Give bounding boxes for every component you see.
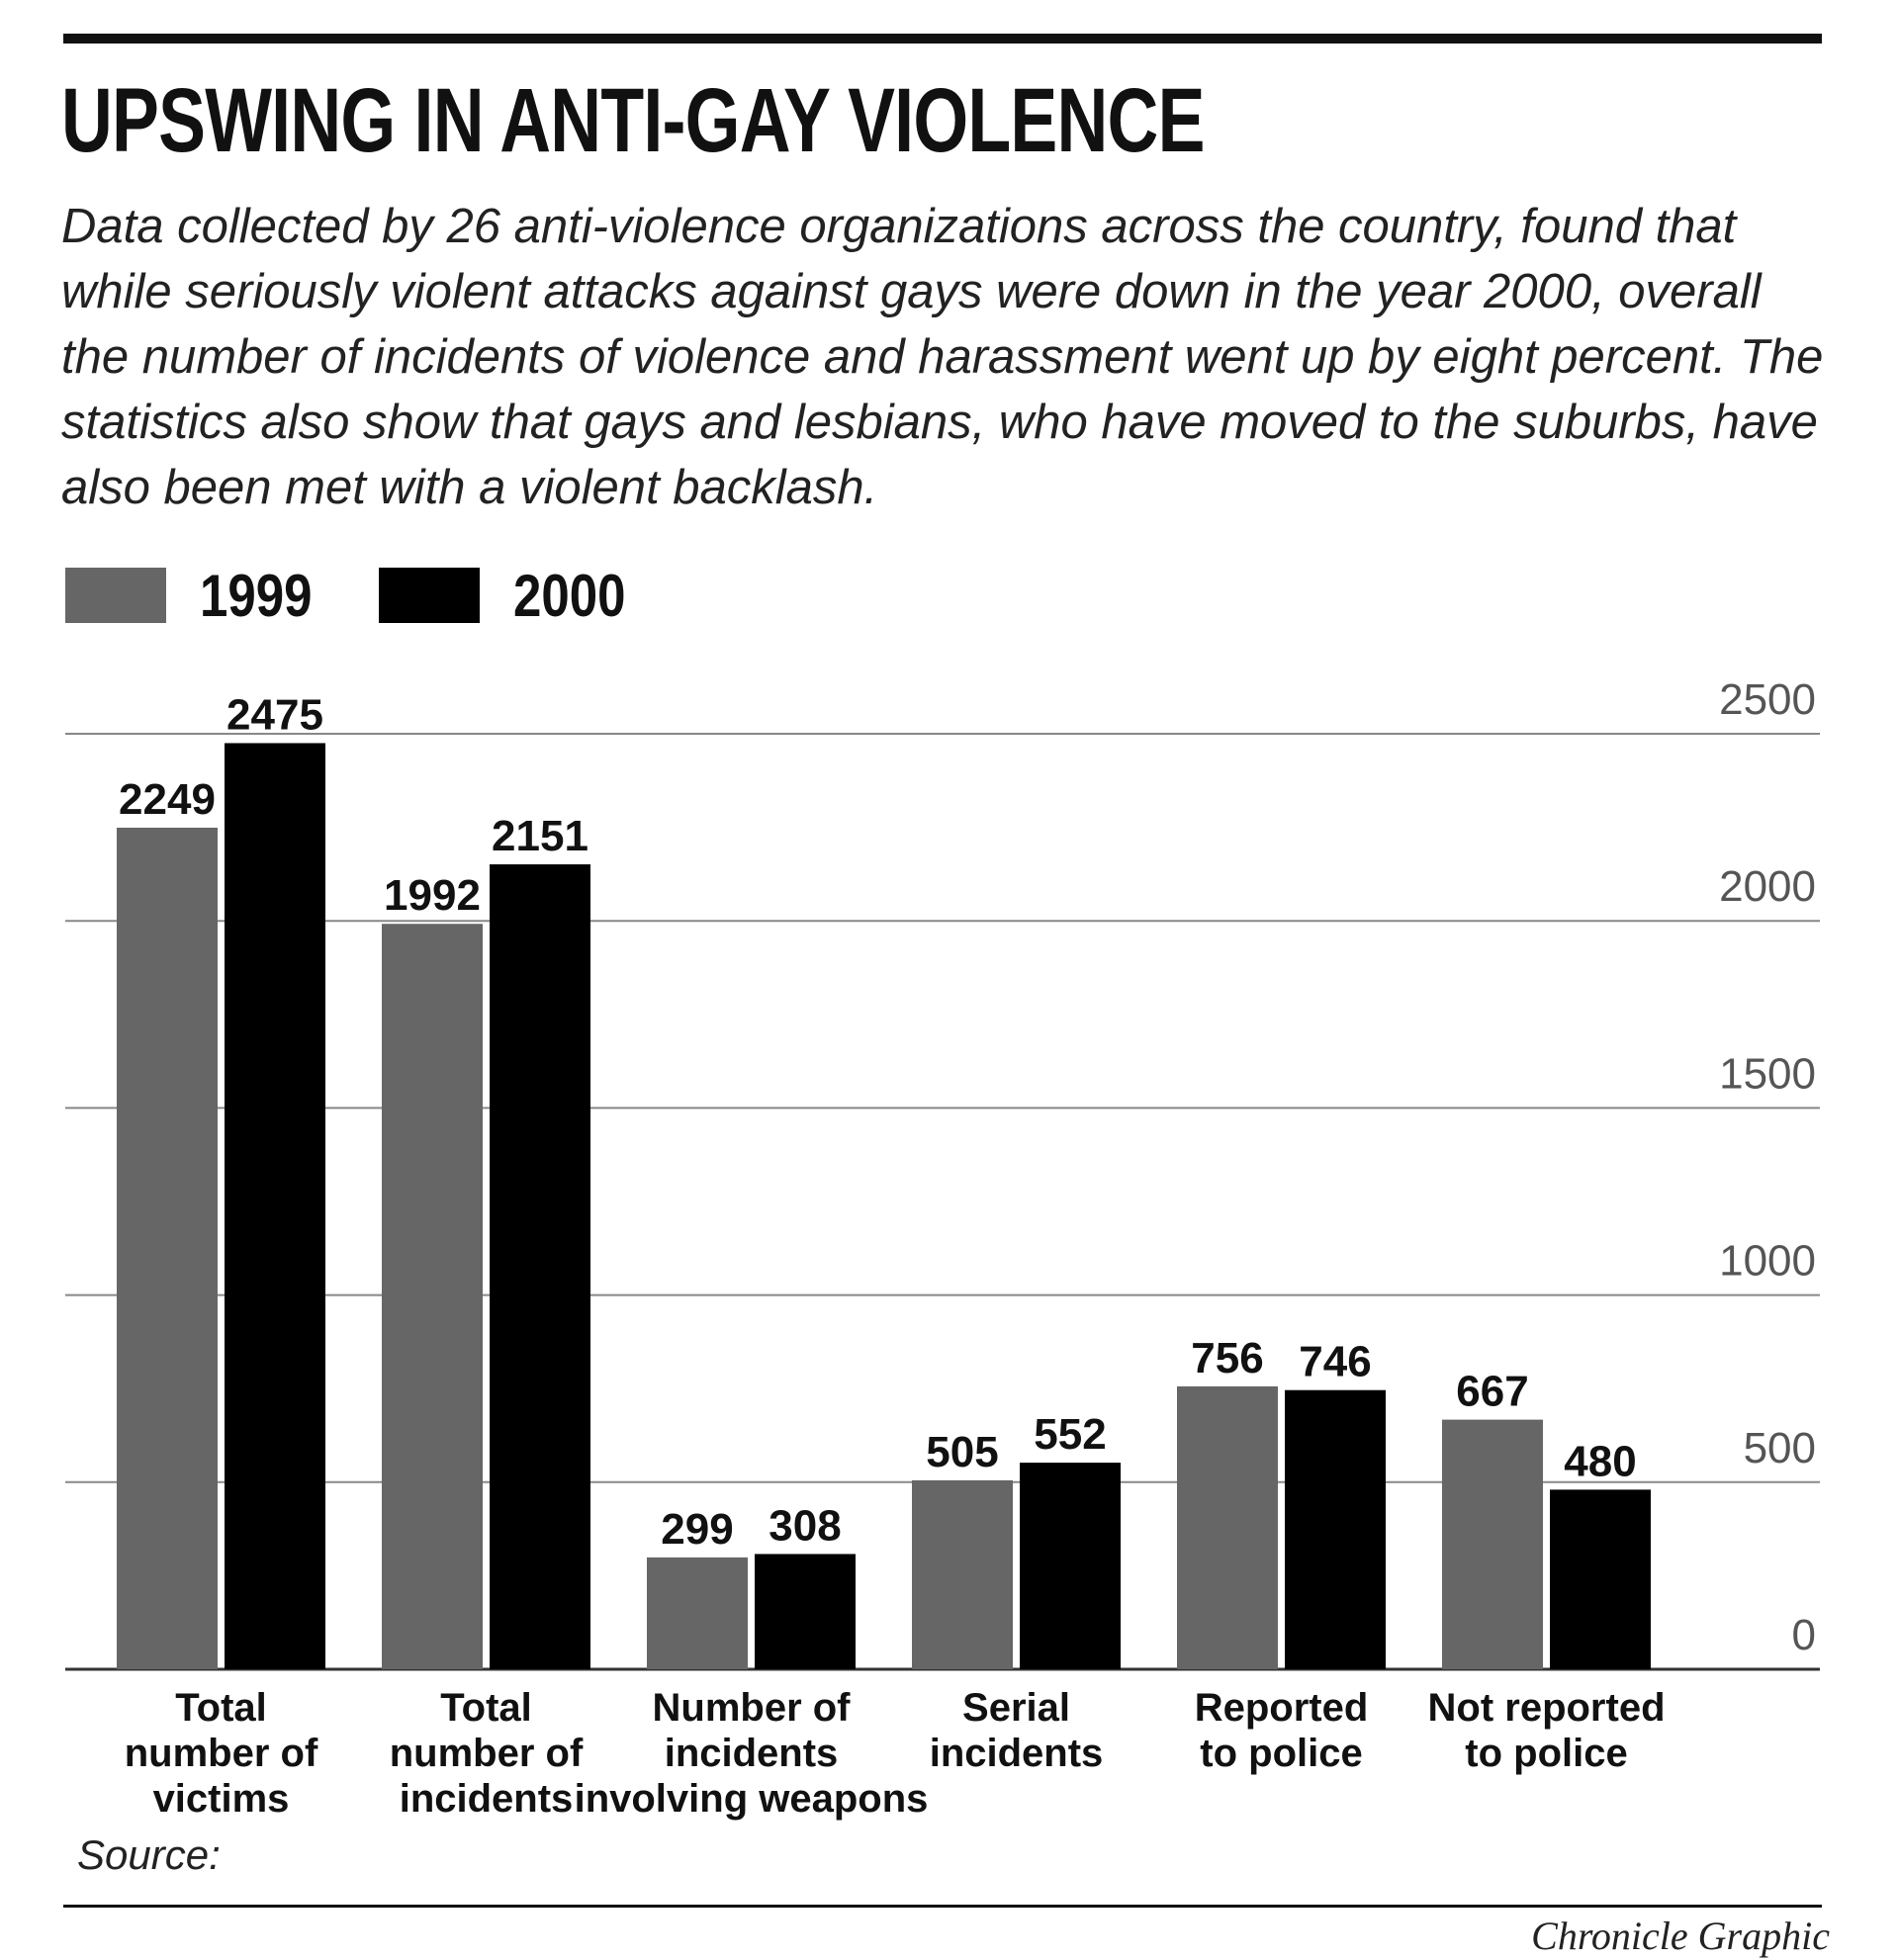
bar-chart: 0500100015002000250022492475Totalnumber … bbox=[65, 675, 1820, 1821]
bar-1999-0 bbox=[117, 827, 218, 1669]
y-tick-label-2000: 2000 bbox=[1719, 862, 1816, 911]
category-label-5-line-1: to police bbox=[1465, 1732, 1627, 1775]
category-label-0-line-1: number of bbox=[125, 1732, 318, 1775]
legend: 1999 2000 bbox=[65, 563, 693, 629]
category-label-4-line-1: to police bbox=[1200, 1732, 1362, 1775]
legend-item-1999: 1999 bbox=[65, 562, 331, 630]
bottom-rule bbox=[63, 1905, 1822, 1908]
legend-swatch-2000 bbox=[379, 568, 481, 623]
category-label-3-line-0: Serial bbox=[962, 1686, 1070, 1730]
category-label-1-line-1: number of bbox=[390, 1732, 584, 1775]
value-label-1999-5: 667 bbox=[1456, 1368, 1528, 1416]
source-note: Source: bbox=[77, 1831, 221, 1878]
value-label-1999-3: 505 bbox=[926, 1428, 998, 1476]
category-label-1-line-0: Total bbox=[440, 1686, 532, 1730]
category-label-2-line-1: incidents bbox=[665, 1732, 839, 1775]
value-label-1999-4: 756 bbox=[1191, 1334, 1263, 1382]
y-tick-label-1500: 1500 bbox=[1719, 1049, 1816, 1098]
bar-2000-4 bbox=[1285, 1389, 1386, 1669]
category-label-2-line-2: involving weapons bbox=[575, 1777, 929, 1821]
value-label-2000-0: 2475 bbox=[226, 690, 323, 739]
bar-2000-1 bbox=[490, 864, 590, 1669]
chart-subtitle: Data collected by 26 anti-violence organ… bbox=[61, 200, 1824, 514]
category-label-3-line-1: incidents bbox=[930, 1732, 1104, 1775]
category-label-2-line-0: Number of bbox=[653, 1686, 852, 1730]
bar-1999-5 bbox=[1442, 1419, 1543, 1669]
legend-swatch-1999 bbox=[65, 568, 166, 623]
category-label-0-line-2: victims bbox=[153, 1777, 290, 1821]
bar-2000-5 bbox=[1550, 1489, 1651, 1669]
value-label-2000-4: 746 bbox=[1299, 1338, 1371, 1386]
y-tick-label-1000: 1000 bbox=[1719, 1237, 1816, 1286]
value-label-1999-1: 1992 bbox=[384, 871, 481, 920]
bar-1999-2 bbox=[647, 1557, 748, 1669]
bar-1999-4 bbox=[1177, 1385, 1278, 1669]
category-label-0-line-0: Total bbox=[175, 1686, 267, 1730]
value-label-1999-2: 299 bbox=[661, 1505, 733, 1554]
category-label-5-line-0: Not reported bbox=[1428, 1686, 1666, 1730]
y-tick-label-2500: 2500 bbox=[1719, 675, 1816, 724]
credit: Chronicle Graphic bbox=[1531, 1914, 1830, 1958]
bar-1999-3 bbox=[912, 1479, 1013, 1669]
legend-item-2000: 2000 bbox=[379, 562, 645, 630]
chart-title: UPSWING IN ANTI-GAY VIOLENCE bbox=[61, 70, 1205, 171]
y-tick-label-0: 0 bbox=[1792, 1611, 1816, 1659]
legend-label-2000: 2000 bbox=[513, 562, 626, 629]
legend-label-1999: 1999 bbox=[200, 562, 313, 629]
y-tick-label-500: 500 bbox=[1744, 1424, 1816, 1472]
category-label-4-line-0: Reported bbox=[1195, 1686, 1369, 1730]
bar-1999-1 bbox=[382, 924, 483, 1669]
bar-2000-3 bbox=[1020, 1463, 1121, 1669]
bar-2000-0 bbox=[225, 743, 325, 1669]
value-label-2000-5: 480 bbox=[1564, 1437, 1636, 1485]
category-label-1-line-2: incidents bbox=[400, 1777, 574, 1821]
value-label-2000-2: 308 bbox=[769, 1501, 841, 1550]
value-label-2000-1: 2151 bbox=[492, 812, 588, 860]
value-label-1999-0: 2249 bbox=[119, 775, 216, 824]
top-rule bbox=[63, 34, 1822, 44]
bar-2000-2 bbox=[755, 1554, 856, 1669]
value-label-2000-3: 552 bbox=[1034, 1410, 1106, 1459]
